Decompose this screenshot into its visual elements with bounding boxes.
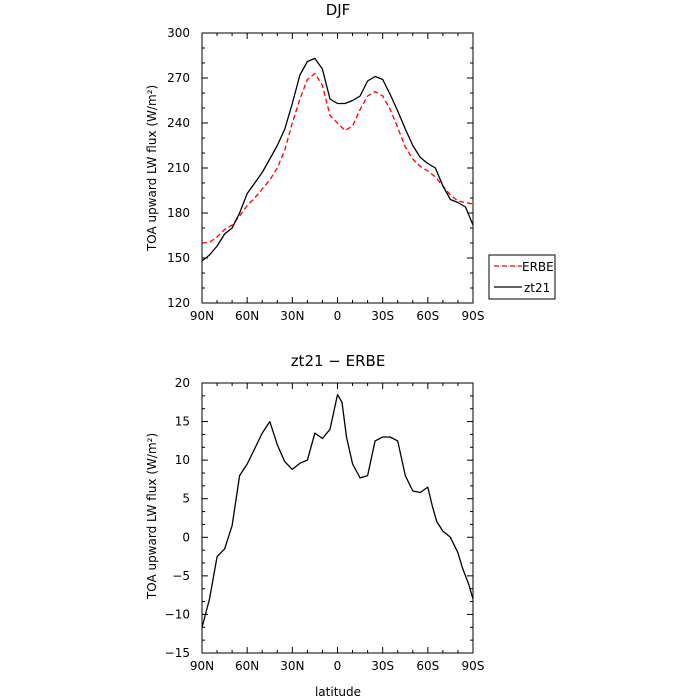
panel-difference: zt21 − ERBE TOA upward LW flux (W/m²) la…	[145, 352, 484, 699]
panel-difference-xtick-label: 90N	[190, 659, 214, 673]
panel-difference-xtick-label: 60N	[235, 659, 259, 673]
panel-difference-frame	[201, 382, 474, 654]
panel-djf-xtick-label: 60S	[416, 309, 439, 323]
panel-djf-ytick-label: 180	[167, 206, 190, 220]
panel-difference-xtick-label: 90S	[462, 659, 485, 673]
panel-difference-ticks: 90N 60N 30N 0 30S 60S 90S −15 −10 −5 0 5 10 15 20	[165, 376, 485, 673]
panel-difference-ytick-label: −10	[165, 607, 190, 621]
panel-djf-ytick-label: 120	[167, 296, 190, 310]
panel-djf-series-line-0	[201, 72, 474, 244]
panel-djf-frame	[201, 32, 474, 304]
panel-djf-xtick-label: 60N	[235, 309, 259, 323]
panel-djf-ytick-label: 240	[167, 116, 190, 130]
panel-djf-ytick-label: 210	[167, 161, 190, 175]
panel-difference-series-line-0	[201, 393, 474, 628]
panel-difference-xtick-label: 60S	[416, 659, 439, 673]
panel-djf-xtick-label: 0	[334, 309, 342, 323]
legend-box	[488, 254, 556, 300]
panel-difference-series	[201, 393, 474, 628]
legend-erbe-label: ERBE	[522, 260, 554, 274]
panel-difference-ylabel: TOA upward LW flux (W/m²)	[145, 433, 159, 600]
panel-difference-xtick-label: 0	[334, 659, 342, 673]
panel-difference-xtick-label: 30S	[371, 659, 394, 673]
legend-zt21-label: zt21	[524, 281, 550, 295]
panel-difference-ytick-label: 0	[182, 530, 190, 544]
panel-difference-ytick-label: 20	[175, 376, 190, 390]
panel-difference-ytick-label: 15	[175, 415, 190, 429]
panel-difference-ytick-label: −15	[165, 646, 190, 660]
panel-djf-ylabel: TOA upward LW flux (W/m²)	[145, 85, 159, 252]
panel-djf-title: DJF	[326, 1, 351, 19]
panel-difference-xtick-label: 30N	[280, 659, 304, 673]
panel-djf-ytick-label: 300	[167, 26, 190, 40]
panel-djf-xtick-label: 90N	[190, 309, 214, 323]
panel-difference-xlabel: latitude	[315, 685, 361, 699]
panel-djf-ytick-label: 150	[167, 251, 190, 265]
panel-difference-ytick-label: −5	[172, 569, 190, 583]
panel-difference-title: zt21 − ERBE	[291, 352, 386, 370]
panel-djf-xtick-label: 30N	[280, 309, 304, 323]
legend: ERBE zt21	[488, 254, 556, 300]
panel-difference-ytick-label: 10	[175, 453, 190, 467]
panel-djf: DJF TOA upward LW flux (W/m²) 90N 60N 30N 0…	[145, 1, 484, 323]
panel-djf-series-line-1	[201, 57, 474, 262]
panel-djf-xtick-label: 90S	[462, 309, 485, 323]
panel-djf-xtick-label: 30S	[371, 309, 394, 323]
panel-djf-ytick-label: 270	[167, 71, 190, 85]
panel-djf-series	[201, 57, 474, 262]
panel-difference-ytick-label: 5	[182, 492, 190, 506]
